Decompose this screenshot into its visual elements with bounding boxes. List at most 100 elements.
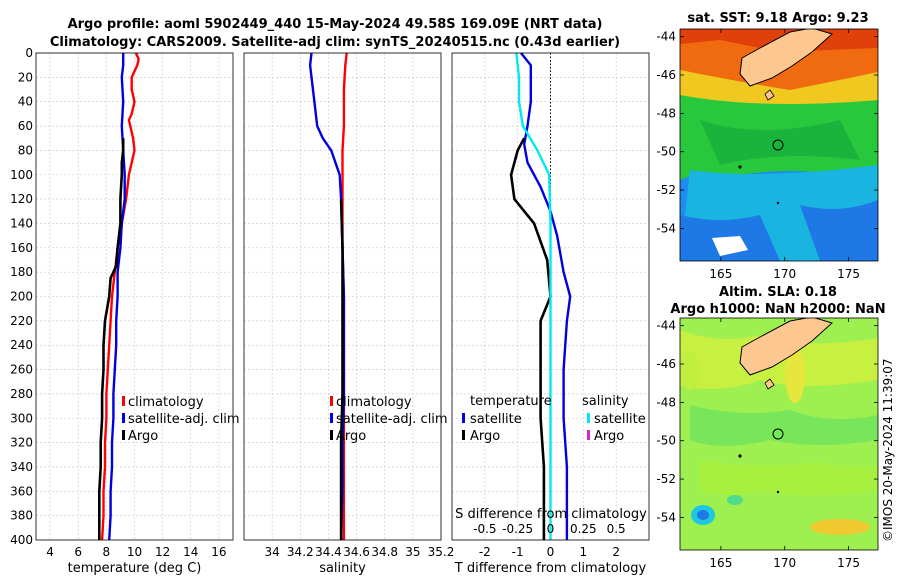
legend-label: climatology bbox=[128, 395, 204, 410]
legend-swatch bbox=[462, 413, 465, 423]
xaxis-label: temperature (deg C) bbox=[68, 561, 202, 576]
s-tick-label: -0.5 bbox=[473, 522, 496, 536]
xtick-label: 16 bbox=[211, 545, 226, 559]
profile-panels: 0204060801001201401601802002202402602803… bbox=[10, 46, 650, 576]
ytick-label: 380 bbox=[10, 509, 33, 523]
xtick-label: 34.8 bbox=[371, 545, 398, 559]
legend-swatch bbox=[330, 396, 333, 406]
ytick-label: 180 bbox=[10, 265, 33, 279]
ytick-label: 200 bbox=[10, 290, 33, 304]
map-ytick-label: -46 bbox=[656, 68, 676, 82]
s-tick-label: 0.25 bbox=[570, 522, 597, 536]
xaxis-label: salinity bbox=[319, 561, 366, 576]
ytick-label: 40 bbox=[18, 95, 33, 109]
series-satellite-adj-clim bbox=[308, 52, 346, 541]
xaxis-label: T difference from climatology bbox=[454, 561, 647, 576]
ytick-label: 220 bbox=[10, 314, 33, 328]
legend-label: climatology bbox=[336, 395, 412, 410]
legend-swatch bbox=[587, 430, 590, 440]
map-ytick-label: -44 bbox=[656, 319, 676, 333]
sla-map-title2: Argo h1000: NaN h2000: NaN bbox=[670, 302, 885, 317]
legend-swatch bbox=[330, 413, 333, 423]
xtick-label: 12 bbox=[155, 545, 170, 559]
ytick-label: 60 bbox=[18, 119, 33, 133]
xtick-label: 34.6 bbox=[343, 545, 370, 559]
ytick-label: 100 bbox=[10, 168, 33, 182]
series-argo bbox=[98, 138, 125, 540]
s-difference-label: S difference from climatology bbox=[455, 507, 647, 522]
map-ytick-label: -44 bbox=[656, 30, 676, 44]
xtick-label: 8 bbox=[103, 545, 111, 559]
title-line1: Argo profile: aoml 5902449_440 15-May-20… bbox=[68, 17, 603, 32]
map-ytick-label: -54 bbox=[656, 221, 676, 235]
sla-map-axes: -44 -46 -48 -50 -52 -54 165 170 175 bbox=[656, 318, 878, 570]
sla-map-frame bbox=[679, 317, 879, 551]
ytick-label: 140 bbox=[10, 216, 33, 230]
legend-swatch bbox=[330, 430, 333, 440]
xtick-label: 0 bbox=[547, 545, 555, 559]
axes-frame bbox=[35, 52, 234, 541]
legend-label: satellite-adj. clim bbox=[128, 412, 240, 427]
legend-label: Argo bbox=[470, 429, 500, 444]
ytick-label: 160 bbox=[10, 241, 33, 255]
ytick-label: 20 bbox=[18, 70, 33, 84]
xtick-label: 35.2 bbox=[428, 545, 455, 559]
series-argo bbox=[339, 199, 344, 540]
map-xtick-label: 170 bbox=[773, 556, 796, 570]
xtick-label: 34 bbox=[265, 545, 280, 559]
panel-difference: -2 -1 0 1 2 T difference from climatology temp… bbox=[451, 52, 650, 576]
series-satellite-adj-clim bbox=[108, 53, 126, 541]
series-salinity-satellite bbox=[515, 52, 552, 540]
s-tick-label: 0 bbox=[547, 522, 555, 536]
map-ytick-label: -50 bbox=[656, 145, 676, 159]
xtick-label: 10 bbox=[127, 545, 142, 559]
ytick-label: 400 bbox=[10, 533, 33, 547]
xtick-label: 14 bbox=[183, 545, 198, 559]
sla-map bbox=[680, 318, 878, 550]
map-ytick-label: -52 bbox=[656, 183, 676, 197]
map-xtick-label: 165 bbox=[709, 556, 732, 570]
map-ytick-label: -48 bbox=[656, 395, 676, 409]
legend-swatch bbox=[462, 430, 465, 440]
panel-salinity: 34 34.2 34.4 34.6 34.8 35 35.2 salinity climatol… bbox=[243, 52, 455, 576]
legend-title-temperature: temperature bbox=[470, 394, 552, 409]
map-ytick-label: -48 bbox=[656, 106, 676, 120]
xtick-label: 1 bbox=[580, 545, 588, 559]
map-ytick-label: -46 bbox=[656, 357, 676, 371]
sst-map-axes: -44 -46 -48 -50 -52 -54 165 170 175 bbox=[656, 29, 878, 281]
panel-temperature: 0 20 40 60 80 100 120 140 160 180 200 220 240 260 280 3… bbox=[10, 46, 240, 576]
s-tick-label: -0.25 bbox=[502, 522, 533, 536]
axes-frame bbox=[243, 52, 442, 541]
sst-map bbox=[680, 29, 878, 261]
xtick-label: 35 bbox=[405, 545, 420, 559]
xtick-label: 34.4 bbox=[315, 545, 342, 559]
axes-frame bbox=[451, 52, 650, 541]
sla-map-title1: Altim. SLA: 0.18 bbox=[719, 285, 837, 300]
xtick-label: 4 bbox=[46, 545, 54, 559]
ytick-label: 120 bbox=[10, 192, 33, 206]
legend-label: satellite bbox=[470, 412, 522, 427]
legend-label: Argo bbox=[128, 429, 158, 444]
map-xtick-label: 175 bbox=[837, 267, 860, 281]
map-xtick-label: 175 bbox=[837, 556, 860, 570]
sst-map-title: sat. SST: 9.18 Argo: 9.23 bbox=[687, 11, 868, 26]
legend-label: satellite-adj. clim bbox=[336, 412, 448, 427]
ytick-label: 320 bbox=[10, 436, 33, 450]
ytick-label: 0 bbox=[25, 46, 33, 60]
sst-map-frame bbox=[679, 28, 879, 262]
ytick-label: 80 bbox=[18, 143, 33, 157]
legend-label: satellite bbox=[594, 412, 646, 427]
title-line2: Climatology: CARS2009. Satellite-adj cli… bbox=[50, 35, 620, 50]
xtick-label: -2 bbox=[479, 545, 491, 559]
xtick-label: 6 bbox=[74, 545, 82, 559]
xtick-label: 2 bbox=[612, 545, 620, 559]
legend-swatch bbox=[122, 413, 125, 423]
s-tick-label: 0.5 bbox=[607, 522, 626, 536]
legend-swatch bbox=[122, 396, 125, 406]
map-ytick-label: -50 bbox=[656, 434, 676, 448]
copyright: ©IMOS 20-May-2024 11:39:07 bbox=[881, 358, 895, 542]
legend-title-salinity: salinity bbox=[582, 394, 629, 409]
map-ytick-label: -54 bbox=[656, 510, 676, 524]
legend-label: Argo bbox=[594, 429, 624, 444]
